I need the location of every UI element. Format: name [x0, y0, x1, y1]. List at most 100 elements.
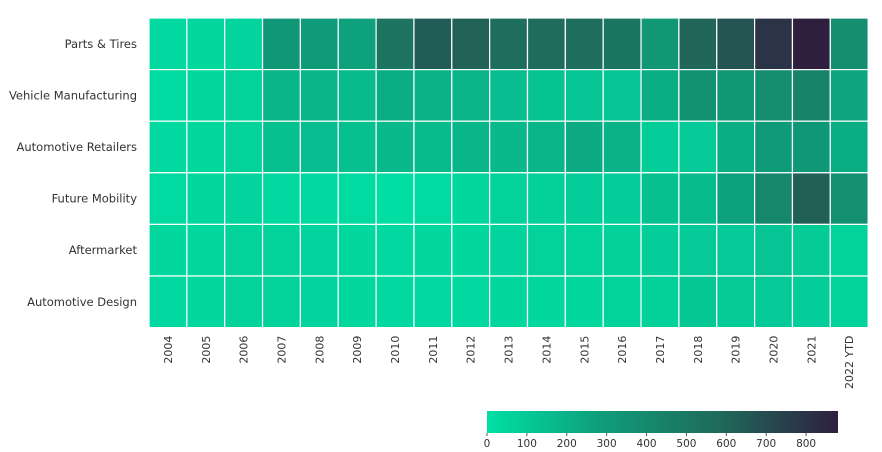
heatmap-cell: [489, 120, 529, 174]
heatmap-cell: [753, 275, 794, 329]
colorbar: 0 100 200 300 400 500 600 700 800: [484, 411, 838, 450]
heatmap-cell: [375, 275, 415, 329]
heatmap-cell: [716, 17, 756, 71]
column-label: 2012: [465, 336, 478, 364]
heatmap-cell: [261, 223, 301, 277]
column-label: 2013: [503, 336, 516, 364]
colorbar-ticks: 0 100 200 300 400 500 600 700 800: [484, 433, 816, 450]
heatmap-cell: [602, 17, 642, 71]
column-labels: 2004 2005 2006 2007 2008 2009 2010 2011 2012 2013…: [162, 336, 856, 389]
heatmap-cell: [224, 68, 264, 122]
heatmap-cell: [148, 17, 188, 71]
column-label: 2015: [578, 336, 591, 364]
heatmap-cell: [224, 172, 264, 226]
heatmap-cell: [186, 68, 226, 122]
colorbar-tick-label: 400: [637, 438, 657, 450]
heatmap-cell: [678, 17, 718, 71]
heatmap-cell: [564, 68, 604, 122]
heatmap-cell: [148, 275, 188, 329]
heatmap-cell: [337, 223, 377, 277]
row-label: Future Mobility: [52, 192, 138, 206]
heatmap-cell: [716, 172, 756, 226]
heatmap-cell: [716, 223, 756, 277]
heatmap-cell: [148, 68, 188, 122]
column-label: 2008: [313, 336, 326, 364]
column-label: 2016: [616, 336, 629, 364]
column-label: 2005: [200, 336, 213, 364]
heatmap-cell: [299, 120, 339, 174]
heatmap-cell: [602, 223, 642, 277]
heatmap-cell: [451, 68, 491, 122]
heatmap-cell: [337, 68, 377, 122]
colorbar-tick-label: 100: [517, 438, 537, 450]
heatmap-cell: [564, 120, 604, 174]
colorbar-gradient: [487, 411, 838, 433]
heatmap-cell: [753, 17, 794, 71]
heatmap-cell: [261, 68, 301, 122]
heatmap-cell: [829, 172, 869, 226]
heatmap-cell: [224, 275, 264, 329]
heatmap-cell: [640, 223, 680, 277]
heatmap-cell: [829, 68, 869, 122]
colorbar-tick-label: 500: [676, 438, 696, 450]
heatmap-cell: [791, 275, 831, 329]
column-label: 2009: [351, 336, 364, 364]
heatmap-cell: [451, 275, 491, 329]
heatmap-cell: [678, 223, 718, 277]
heatmap-cell: [716, 120, 756, 174]
heatmap-cell: [678, 275, 718, 329]
heatmap-cell: [829, 223, 869, 277]
heatmap-cell: [413, 275, 453, 329]
heatmap-cell: [564, 17, 604, 71]
heatmap-cell: [375, 223, 415, 277]
heatmap-cell: [451, 172, 491, 226]
heatmap-cell: [564, 172, 604, 226]
heatmap-cell: [337, 275, 377, 329]
heatmap-cell: [678, 68, 718, 122]
heatmap-cell: [413, 17, 453, 71]
heatmap-cell: [413, 120, 453, 174]
heatmap-cell: [299, 68, 339, 122]
heatmap-cell: [186, 172, 226, 226]
heatmap-cell: [337, 120, 377, 174]
heatmap-cell: [716, 68, 756, 122]
heatmap-cell: [261, 172, 301, 226]
heatmap-cell: [451, 120, 491, 174]
colorbar-tick-label: 800: [796, 438, 816, 450]
colorbar-tick-label: 300: [597, 438, 617, 450]
heatmap-cell: [602, 275, 642, 329]
heatmap-cell: [375, 172, 415, 226]
heatmap-cell: [299, 17, 339, 71]
heatmap-cell: [791, 68, 831, 122]
heatmap-cell: [261, 275, 301, 329]
heatmap-cell: [186, 223, 226, 277]
heatmap-cell: [564, 223, 604, 277]
colorbar-tick-label: 600: [716, 438, 736, 450]
heatmap-cell: [640, 120, 680, 174]
heatmap-cell: [640, 172, 680, 226]
row-label: Parts & Tires: [65, 37, 137, 51]
heatmap-cell: [489, 275, 529, 329]
heatmap-cell: [791, 17, 831, 71]
heatmap-cell: [413, 68, 453, 122]
heatmap-cell: [640, 68, 680, 122]
column-label: 2014: [540, 336, 553, 364]
heatmap-cell: [753, 120, 794, 174]
heatmap-cell: [186, 17, 226, 71]
heatmap-cell: [299, 223, 339, 277]
heatmap-cell: [526, 68, 566, 122]
column-label: 2019: [730, 336, 743, 364]
heatmap-cell: [640, 275, 680, 329]
colorbar-tick-label: 700: [756, 438, 776, 450]
heatmap-cell: [716, 275, 756, 329]
heatmap-cell: [261, 120, 301, 174]
heatmap-cell: [224, 223, 264, 277]
heatmap-cell: [375, 120, 415, 174]
heatmap-cell: [602, 172, 642, 226]
heatmap-cell: [602, 120, 642, 174]
heatmap-cell: [186, 120, 226, 174]
heatmap-cell: [413, 223, 453, 277]
row-label: Automotive Retailers: [17, 140, 137, 154]
heatmap-cell: [148, 120, 188, 174]
colorbar-tick-label: 0: [484, 438, 491, 450]
